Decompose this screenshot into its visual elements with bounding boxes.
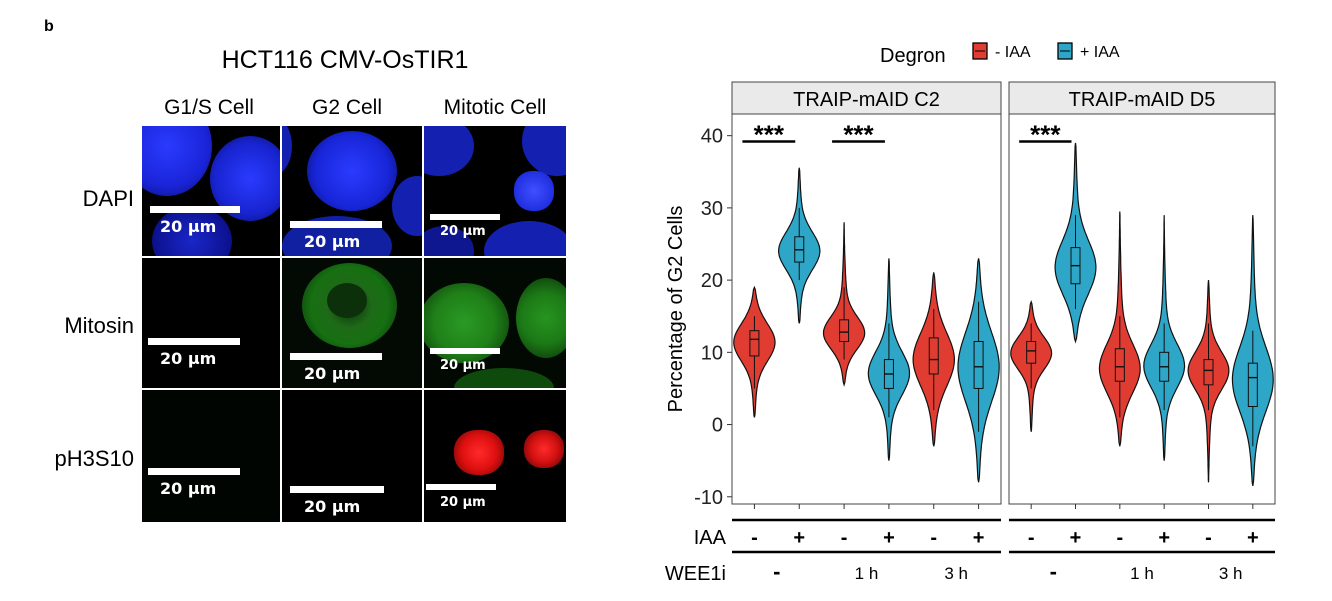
wee1i-value: - [773,559,780,584]
iaa-sign: - [751,527,758,549]
iaa-row-label: IAA [694,527,727,549]
y-tick-label: 10 [701,342,723,364]
violin [777,167,821,324]
scale-label: 20 μm [160,349,217,368]
wee1i-row-label: WEE1i [665,563,726,585]
box [928,337,939,375]
panel-letter: b [44,18,54,35]
micrograph-dapi-mitotic: 20 μm [424,126,566,256]
iaa-sign: - [841,527,848,549]
iaa-sign: - [1205,527,1212,549]
column-label-g1s: G1/S Cell [164,96,254,119]
y-tick-label: 20 [701,270,723,292]
box [1026,341,1037,364]
scale-label: 20 μm [160,217,217,236]
legend-label: + IAA [1080,44,1120,61]
y-tick-label: 30 [701,198,723,220]
scale-label: 20 μm [440,495,486,510]
box [749,330,760,357]
box [1114,348,1125,382]
facet-title: TRAIP-mAID C2 [793,89,940,111]
column-label-g2: G2 Cell [311,96,383,119]
wee1i-value: 3 h [944,564,968,583]
iaa-sign: - [1116,527,1123,549]
scale-label: 20 μm [440,358,486,373]
facet-strip [731,81,1002,115]
y-tick-label: -10 [694,487,723,509]
box [973,341,984,389]
iaa-sign: - [1028,527,1035,549]
iaa-sign: + [973,527,985,549]
iaa-sign: - [930,527,937,549]
facet-title: TRAIP-mAID D5 [1069,89,1216,111]
violin [1187,280,1230,483]
significance-label: *** [1030,119,1061,149]
iaa-sign: + [1158,527,1170,549]
scale-label: 20 μm [304,497,361,516]
row-label-dapi: DAPI [82,186,134,211]
micrograph-dapi-g2: 20 μm [282,126,422,256]
facet-strip [1008,81,1276,115]
micrograph-ph3s10-mitotic: 20 μm [424,390,566,522]
micrograph-ph3s10-g2: 20 μm [282,390,422,522]
significance-label: *** [754,119,785,149]
wee1i-value: - [1050,559,1057,584]
wee1i-value: 3 h [1219,564,1243,583]
iaa-sign: + [883,527,895,549]
box [1247,362,1258,407]
violin [733,285,776,418]
violin [957,258,1000,483]
scale-label: 20 μm [304,232,361,251]
box [1203,359,1214,386]
wee1i-value: 1 h [855,564,879,583]
box [839,319,850,343]
y-tick-label: 40 [701,126,723,148]
column-label-mitotic: Mitotic Cell [443,96,547,119]
micrograph-mitosin-g1s: 20 μm [142,258,280,388]
scale-label: 20 μm [160,479,217,498]
micrograph-dapi-g1s: 20 μm [142,126,280,256]
iaa-sign: + [1070,527,1082,549]
iaa-sign: + [793,527,805,549]
legend-title: Degron [880,45,946,67]
significance-label: *** [843,119,874,149]
legend-label: - IAA [995,44,1031,61]
micrograph-ph3s10-g1s: 20 μm [142,390,280,522]
facet-panel [1008,113,1276,505]
scale-label: 20 μm [304,364,361,383]
micrograph-mitosin-g2: 20 μm [282,258,422,388]
row-label-mitosin: Mitosin [64,313,134,338]
y-axis-label: Percentage of G2 Cells [665,206,687,413]
wee1i-value: 1 h [1130,564,1154,583]
micrograph-mitosin-mitotic: 20 μm [424,258,566,388]
facet-panel [731,113,1002,505]
scale-label: 20 μm [440,224,486,239]
micrograph-grid: 20 μm 20 μm 20 μm 20 μm 20 μm 20 μm [142,126,566,522]
iaa-sign: + [1247,527,1259,549]
row-label-ph3s10: pH3S10 [54,446,134,471]
micrograph-title: HCT116 CMV-OsTIR1 [221,46,469,74]
y-tick-label: 0 [712,415,723,437]
